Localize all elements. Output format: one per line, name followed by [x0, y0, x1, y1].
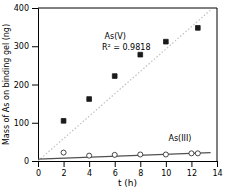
plot: 0 2 4 6 8 10 12 14 0 100 200 300 400 As(V) R² = 0.9818… — [14, 4, 223, 178]
marks — [38, 10, 211, 161]
point — [164, 39, 169, 44]
tick-mark — [217, 161, 218, 167]
tick: 14 — [212, 161, 222, 178]
point — [87, 97, 92, 102]
tick-label: 12 — [187, 169, 197, 178]
tick: 8 — [138, 161, 143, 178]
annotations: As(V) R² = 0.9818 As(III) — [102, 32, 191, 144]
tick-label: 400 — [14, 4, 29, 13]
tick-label: 10 — [161, 169, 171, 178]
point — [163, 152, 168, 157]
tick-label: 200 — [14, 81, 29, 90]
y-axis-title: Mass of As on binding gel (ng) — [2, 24, 11, 145]
tick-label: 0 — [36, 169, 41, 178]
x-axis: 0 2 4 6 8 10 12 14 — [36, 161, 223, 178]
point — [195, 26, 200, 31]
tick-label: 2 — [62, 169, 67, 178]
tick-label: 8 — [138, 169, 143, 178]
point — [195, 151, 200, 156]
tick: 2 — [62, 161, 67, 178]
annotation: R² = 0.9818 — [102, 43, 151, 52]
tick-mark — [32, 161, 38, 162]
tick: 300 — [14, 42, 38, 51]
tick: 10 — [161, 161, 171, 178]
axis-line — [39, 162, 218, 168]
tick-mark — [32, 46, 38, 47]
point — [61, 150, 66, 155]
tick: 4 — [87, 161, 92, 178]
tick: 6 — [113, 161, 118, 178]
tick-mark — [32, 123, 38, 124]
point — [138, 152, 143, 157]
tick-mark — [32, 8, 38, 9]
tick: 400 — [14, 4, 38, 13]
tick: 0 — [24, 157, 38, 166]
point — [112, 74, 117, 79]
chart: 0 2 4 6 8 10 12 14 0 100 200 300 400 As(V) R² = 0.9818… — [0, 0, 227, 189]
tick-label: 300 — [14, 42, 29, 51]
tick-label: 4 — [87, 169, 92, 178]
y-axis: 0 100 200 300 400 — [14, 4, 39, 166]
tick: 100 — [14, 119, 38, 128]
annotation: As(III) — [168, 134, 191, 143]
tick-mark — [191, 161, 192, 167]
point — [87, 153, 92, 158]
trend-line — [38, 10, 211, 161]
annotation: As(V) — [104, 32, 125, 41]
tick-mark — [140, 161, 141, 167]
tick-label: 14 — [212, 169, 222, 178]
frame — [217, 8, 218, 161]
tick-mark — [32, 85, 38, 86]
x-axis-title: t (h) — [118, 178, 137, 188]
point — [138, 52, 143, 57]
tick-mark — [89, 161, 90, 167]
tick: 0 — [36, 161, 41, 178]
point — [61, 118, 66, 123]
point — [189, 151, 194, 156]
tick-mark — [166, 161, 167, 167]
tick: 200 — [14, 81, 38, 90]
tick-label: 6 — [113, 169, 118, 178]
frame — [38, 8, 217, 9]
tick-label: 0 — [24, 157, 29, 166]
tick-label: 100 — [14, 119, 29, 128]
tick: 12 — [187, 161, 197, 178]
tick-mark — [115, 161, 116, 167]
axis-line — [32, 9, 39, 162]
point — [112, 152, 117, 157]
tick-mark — [64, 161, 65, 167]
